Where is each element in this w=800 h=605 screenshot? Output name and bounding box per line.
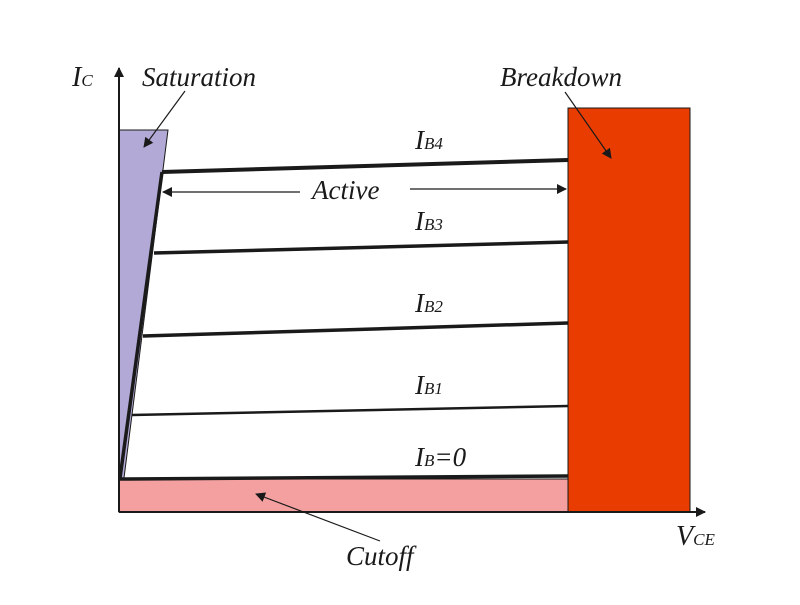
curve-label-ib0: IB=0 [414, 442, 467, 472]
y-axis-label: IC [71, 62, 93, 93]
curve-ib0 [119, 474, 569, 481]
active-label: Active [310, 175, 379, 205]
breakdown-label: Breakdown [500, 62, 622, 92]
curve-label-ib3: IB3 [414, 206, 443, 236]
curve-label-ib1: IB1 [414, 370, 443, 400]
curve-ib1 [131, 404, 569, 417]
breakdown-pointer-arrow [564, 91, 612, 159]
breakdown-region [567, 107, 691, 513]
curve-ib3 [153, 240, 569, 255]
curve-label-ib2: IB2 [414, 288, 443, 318]
curve-label-ib4: IB4 [414, 125, 443, 155]
cutoff-pointer-arrow [255, 492, 381, 542]
curve-ib2 [142, 321, 569, 338]
curve-ib4 [161, 158, 569, 174]
cutoff-label: Cutoff [346, 541, 417, 571]
saturation-pointer-arrow [143, 90, 186, 148]
cutoff-region [118, 478, 569, 513]
saturation-boundary-line [118, 171, 164, 479]
x-axis-label: VCE [676, 521, 715, 552]
saturation-label: Saturation [142, 62, 256, 92]
